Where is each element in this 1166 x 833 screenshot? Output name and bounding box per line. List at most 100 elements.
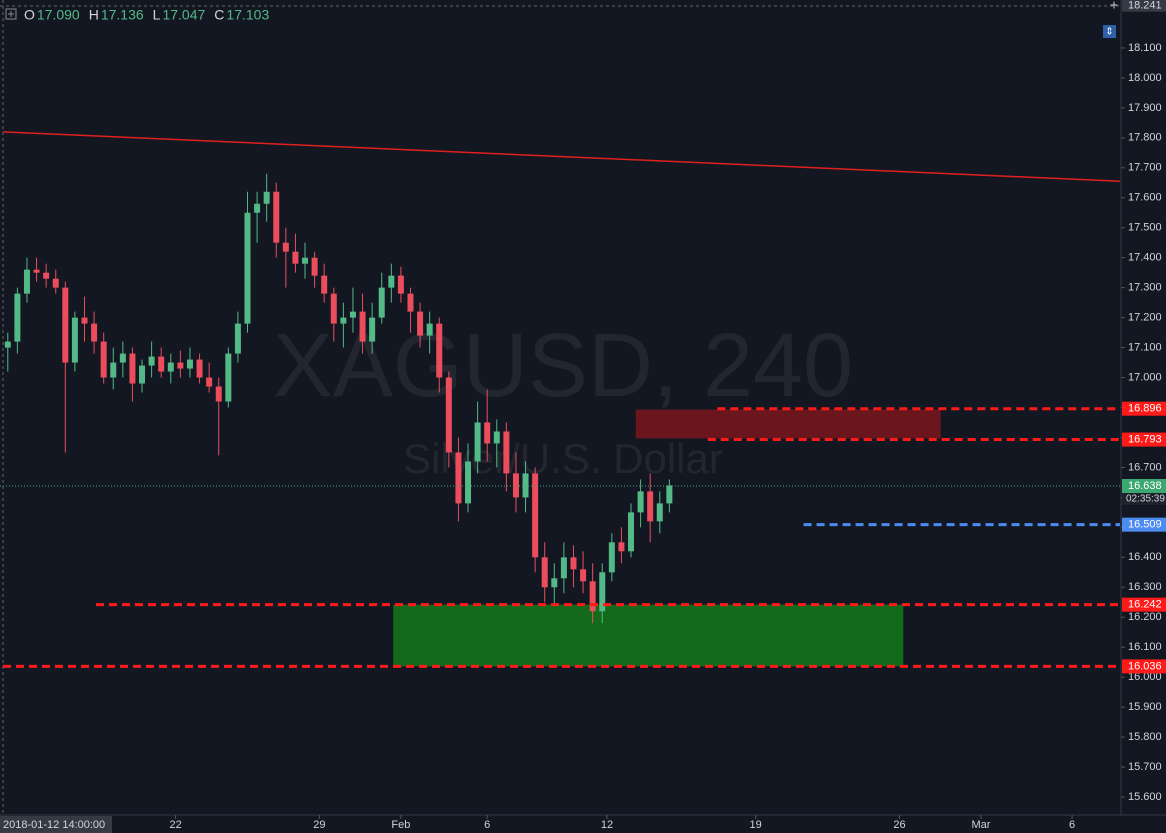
candle-body: [206, 377, 213, 387]
x-tick-label: Feb: [391, 819, 410, 831]
level-label-box: [1122, 597, 1166, 612]
candle-body: [282, 242, 289, 252]
candle-body: [119, 353, 126, 363]
candle-body: [628, 512, 635, 552]
countdown-box: [1122, 493, 1166, 506]
header-value: 17.136: [101, 7, 144, 23]
candle-body: [225, 353, 232, 402]
candle-body: [292, 251, 299, 264]
candle-body: [474, 422, 481, 462]
candle-body: [560, 557, 567, 579]
y-tick-label: 15.700: [1128, 761, 1162, 773]
add-button[interactable]: +: [1110, 0, 1118, 13]
zone: [393, 604, 904, 667]
candle-body: [512, 473, 519, 498]
candle-body: [445, 377, 452, 453]
candle-body: [570, 557, 577, 570]
candle-body: [618, 542, 625, 552]
candle-body: [148, 356, 155, 366]
candle-body: [263, 191, 270, 204]
candle-body: [244, 212, 251, 324]
candle-body: [656, 503, 663, 522]
candle-body: [522, 473, 529, 498]
top-price-label: 18.241: [1128, 0, 1162, 12]
collapse-icon[interactable]: [5, 8, 17, 20]
x-tick-label: 19: [750, 819, 762, 831]
candle-body: [666, 485, 673, 504]
y-tick-label: 17.100: [1128, 341, 1162, 353]
y-tick-label: 16.200: [1128, 611, 1162, 623]
y-tick-label: 17.500: [1128, 222, 1162, 234]
candle-body: [417, 311, 424, 336]
candle-body: [503, 431, 510, 474]
candle-body: [532, 473, 539, 558]
candle-body: [551, 578, 558, 588]
candle-body: [167, 362, 174, 372]
cursor-time-label: 2018-01-12 14:00:00: [3, 819, 105, 831]
x-tick-label: 6: [484, 819, 490, 831]
candle-body: [580, 569, 587, 582]
candle-body: [397, 275, 404, 294]
candle-body: [52, 278, 59, 288]
y-tick-label: 16.300: [1128, 581, 1162, 593]
y-tick-label: 18.000: [1128, 72, 1162, 84]
y-tick-label: 16.400: [1128, 551, 1162, 563]
header-label: H: [89, 7, 99, 23]
candle-body: [14, 293, 21, 342]
candle-body: [302, 257, 309, 264]
candle-body: [465, 461, 472, 504]
candle-body: [455, 452, 462, 504]
candle-body: [407, 293, 414, 312]
candle-body: [541, 557, 548, 588]
candle-body: [196, 359, 203, 378]
candle-body: [349, 311, 356, 318]
y-tick-label: 17.600: [1128, 192, 1162, 204]
candle-body: [186, 359, 193, 369]
candle-body: [330, 293, 337, 324]
level-label-box: [1122, 432, 1166, 447]
plot-area: [0, 131, 1121, 668]
candle-body: [608, 542, 615, 573]
candle-body: [589, 581, 596, 612]
candle-body: [234, 323, 241, 354]
y-tick-label: 17.200: [1128, 312, 1162, 324]
zone: [635, 409, 941, 439]
candle-body: [254, 203, 261, 213]
y-tick-label: 15.800: [1128, 731, 1162, 743]
candle-body: [100, 341, 107, 378]
level-label: 16.036: [1128, 660, 1162, 672]
candle-body: [369, 317, 376, 342]
candle-body: [273, 191, 280, 243]
ohlc-header: O 17.090 H 17.136 L 17.047 C 17.103: [24, 7, 269, 23]
x-tick-label: 22: [169, 819, 181, 831]
y-tick-label: 17.000: [1128, 371, 1162, 383]
candle-body: [215, 386, 222, 402]
y-tick-label: 17.300: [1128, 282, 1162, 294]
candle-body: [4, 341, 11, 348]
y-tick-label: 18.100: [1128, 42, 1162, 54]
y-tick-label: 15.600: [1128, 791, 1162, 803]
level-label-box: [1122, 659, 1166, 674]
scale-button[interactable]: [1103, 25, 1116, 38]
candle-body: [311, 257, 318, 276]
level-label-box: [1122, 401, 1166, 416]
cursor-time-box: [0, 816, 112, 833]
y-tick-label: 16.700: [1128, 461, 1162, 473]
candle-body: [177, 362, 184, 369]
candle-body: [493, 431, 500, 444]
candle-body: [426, 323, 433, 336]
candle-body: [81, 317, 88, 324]
header-value: 17.103: [226, 7, 269, 23]
candle-body: [91, 323, 98, 342]
x-tick-label: 6: [1069, 819, 1075, 831]
y-tick-label: 15.900: [1128, 701, 1162, 713]
y-tick-label: 16.100: [1128, 641, 1162, 653]
candle-body: [43, 272, 50, 279]
candle-body: [647, 491, 654, 522]
candle-body: [388, 275, 395, 288]
top-price-box: [1122, 0, 1166, 12]
header-value: 17.047: [162, 7, 205, 23]
